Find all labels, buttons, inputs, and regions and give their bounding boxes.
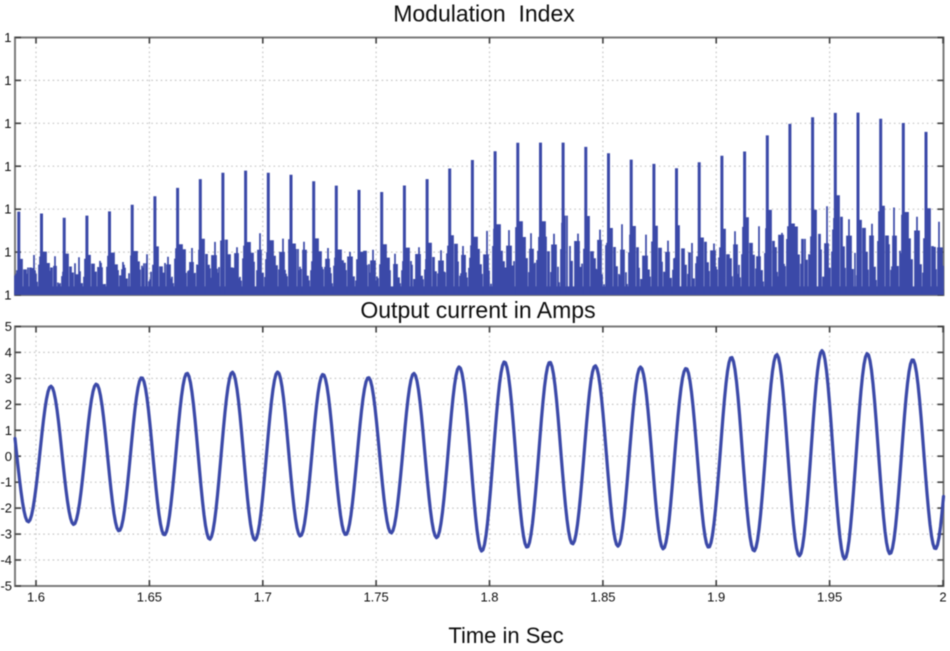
svg-text:1: 1 (4, 245, 11, 260)
svg-text:1: 1 (4, 288, 11, 303)
svg-text:1: 1 (4, 30, 11, 45)
svg-text:2: 2 (5, 397, 12, 412)
svg-text:1.75: 1.75 (363, 590, 388, 605)
svg-text:1: 1 (4, 116, 11, 131)
svg-text:1: 1 (5, 423, 12, 438)
svg-text:1.8: 1.8 (480, 590, 498, 605)
svg-text:Modulation Index: Modulation Index (393, 1, 575, 27)
svg-text:3: 3 (5, 371, 12, 386)
svg-text:1.95: 1.95 (817, 590, 842, 605)
svg-text:Output current in Amps: Output current in Amps (360, 297, 595, 323)
svg-text:1: 1 (4, 73, 11, 88)
svg-text:-2: -2 (0, 501, 12, 516)
svg-text:1.6: 1.6 (27, 590, 45, 605)
svg-text:1.9: 1.9 (707, 590, 725, 605)
svg-text:2: 2 (939, 590, 946, 605)
svg-text:1.85: 1.85 (590, 590, 615, 605)
svg-text:1.65: 1.65 (137, 590, 162, 605)
svg-text:Time in Sec: Time in Sec (448, 623, 563, 648)
svg-text:-1: -1 (0, 475, 12, 490)
svg-text:-3: -3 (0, 527, 12, 542)
svg-text:1: 1 (4, 159, 11, 174)
svg-text:1.7: 1.7 (254, 590, 272, 605)
svg-text:-4: -4 (0, 553, 12, 568)
svg-text:4: 4 (5, 345, 12, 360)
svg-text:1: 1 (4, 202, 11, 217)
svg-text:-5: -5 (0, 579, 12, 594)
svg-text:5: 5 (5, 319, 12, 334)
svg-text:0: 0 (5, 449, 12, 464)
